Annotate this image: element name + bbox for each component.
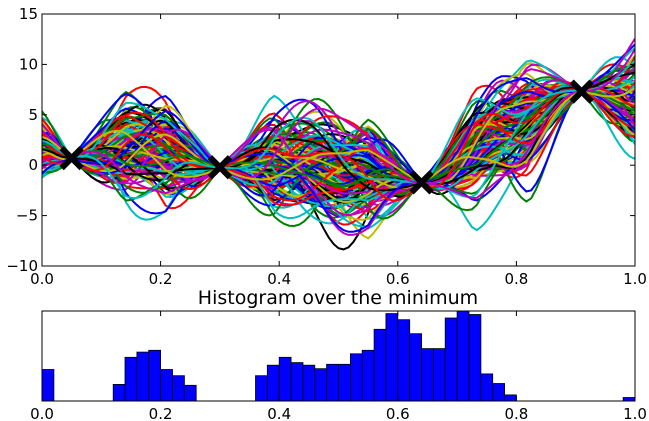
observed-point-marker (59, 146, 84, 171)
histogram-bar (160, 369, 173, 402)
y-axis-ticks: 15 10 5 0 −5 −10 (6, 5, 635, 275)
sample-curve (42, 82, 635, 188)
histogram-bar (255, 375, 268, 402)
histogram-bars (41, 310, 636, 402)
histogram-bar (338, 363, 351, 402)
sample-curve (42, 90, 635, 220)
x-axis-ticks: 0.0 0.2 0.4 0.6 0.8 1.0 (30, 14, 647, 288)
x-tick-label: 0.6 (386, 270, 410, 288)
observed-point-markers (59, 79, 594, 195)
y-tick-label: 0 (28, 156, 38, 174)
histogram-bar (278, 356, 292, 402)
histogram-bar (183, 384, 197, 402)
sample-curve (42, 87, 635, 183)
sample-curve (42, 90, 635, 207)
histogram-chart: Histogram over the minimum 0.0 0.2 0.4 0.6 0… (30, 287, 647, 421)
observed-point-marker (207, 155, 233, 180)
histogram-x-tick-label: 1.0 (623, 405, 647, 421)
histogram-bar (504, 394, 517, 402)
samples-chart: 0.0 0.2 0.4 0.6 0.8 1.0 15 10 5 0 −5 −10 (6, 5, 647, 288)
y-tick-label: 5 (28, 106, 38, 124)
histogram-bar (456, 310, 470, 402)
histogram-bar (397, 319, 411, 402)
histogram-bar (266, 364, 280, 402)
histogram-bar (326, 363, 339, 402)
sample-curve (42, 79, 635, 193)
histogram-frame (41, 310, 636, 402)
sample-curve (42, 90, 635, 187)
x-tick-label: 0.8 (504, 270, 528, 288)
histogram-bar (432, 348, 446, 402)
y-tick-label: 10 (19, 55, 38, 73)
observed-point-stroke (409, 170, 434, 195)
histogram-bar (468, 314, 482, 402)
observed-point-stroke (59, 146, 84, 171)
observed-point-stroke (569, 79, 594, 104)
observed-point-stroke (207, 155, 233, 180)
observed-point-marker (409, 170, 434, 195)
histogram-x-tick-label: 0.4 (267, 405, 291, 421)
histogram-bar (314, 368, 328, 402)
histogram-bar (41, 369, 55, 402)
histogram-bar (622, 397, 636, 402)
histogram-bar (444, 317, 458, 402)
sample-curve (42, 90, 635, 190)
histogram-bar (302, 364, 316, 402)
y-tick-label: −5 (16, 207, 38, 225)
histogram-bar (124, 356, 138, 402)
histogram-x-tick-label: 0.2 (149, 405, 173, 421)
sample-curve (42, 89, 635, 188)
histogram-bar (136, 351, 150, 402)
x-tick-label: 0.4 (267, 270, 291, 288)
sample-curves (42, 38, 635, 251)
observed-point-marker (569, 79, 594, 104)
histogram-x-axis-ticks: 0.0 0.2 0.4 0.6 0.8 1.0 (30, 311, 647, 421)
x-tick-label: 0.2 (149, 270, 173, 288)
x-tick-label: 0.0 (30, 270, 54, 288)
sample-curve (42, 90, 635, 184)
sample-curve (42, 48, 635, 200)
x-tick-label: 1.0 (623, 270, 647, 288)
histogram-bar (373, 328, 387, 402)
histogram-x-tick-label: 0.6 (386, 405, 410, 421)
histogram-bar (385, 313, 399, 402)
histogram-bar (361, 349, 375, 402)
histogram-bar (349, 353, 363, 402)
y-tick-label: 15 (19, 5, 38, 23)
histogram-x-tick-label: 0.8 (504, 405, 528, 421)
y-tick-label: −10 (6, 257, 38, 275)
histogram-bar (421, 348, 434, 402)
histogram-title: Histogram over the minimum (198, 287, 478, 309)
histogram-bar (290, 362, 304, 402)
histogram-bar (492, 383, 506, 402)
plot-frame (41, 13, 636, 267)
histogram-bar (172, 375, 185, 402)
histogram-bar (409, 333, 423, 402)
histogram-bar (480, 373, 494, 402)
histogram-bar (112, 383, 126, 402)
histogram-x-tick-label: 0.0 (30, 405, 54, 421)
histogram-bar (148, 349, 161, 402)
